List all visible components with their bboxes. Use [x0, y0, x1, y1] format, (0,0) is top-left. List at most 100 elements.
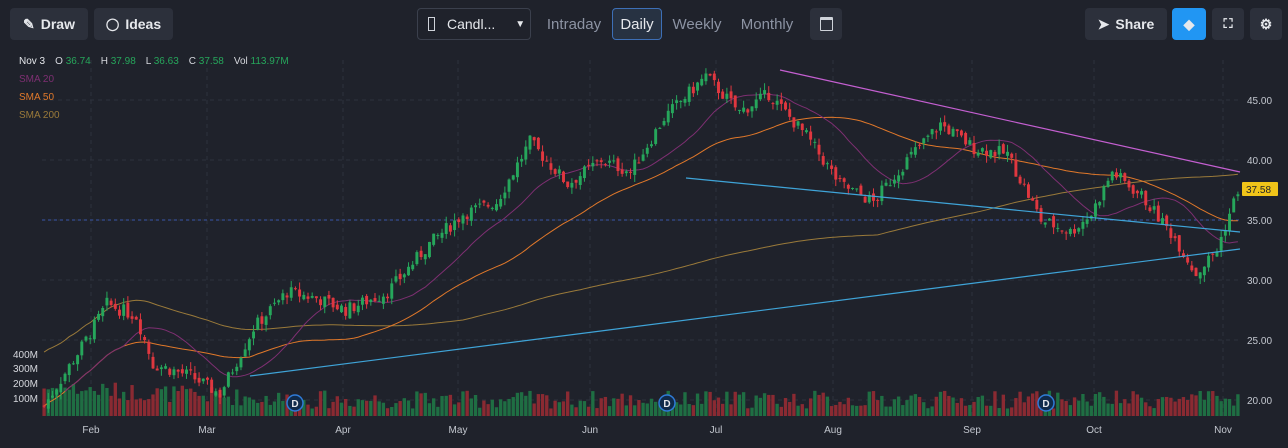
settings-button[interactable]: ⚙	[1250, 8, 1282, 40]
volume-bar	[448, 394, 453, 416]
candle	[101, 306, 105, 322]
volume-bar	[1232, 405, 1236, 416]
volume-bar	[792, 393, 796, 416]
candle	[985, 144, 989, 163]
volume-bar	[570, 404, 574, 416]
candle-body	[943, 122, 947, 127]
fullscreen-button[interactable]: ⛶	[1212, 8, 1244, 40]
candle-body	[273, 302, 276, 304]
volume-bar	[519, 392, 524, 416]
candle	[164, 363, 168, 370]
candle	[608, 155, 612, 168]
candle-body	[180, 369, 184, 374]
candle-body	[918, 144, 922, 146]
volume-bar	[1177, 398, 1181, 416]
share-icon: ➤	[1097, 15, 1110, 32]
volume-bar	[1102, 396, 1106, 416]
volume-bar	[1068, 405, 1073, 416]
volume-bar	[339, 402, 344, 416]
candle-body	[331, 297, 335, 308]
tab-weekly[interactable]: Weekly	[672, 15, 722, 33]
candle	[792, 117, 796, 132]
chart-type-select[interactable]: Candl... ▼	[417, 8, 531, 40]
volume-bar	[624, 405, 629, 416]
candle	[825, 161, 829, 170]
candle-body	[536, 137, 540, 150]
tab-monthly[interactable]: Monthly	[740, 15, 794, 33]
candle	[717, 78, 720, 100]
volume-bar	[402, 398, 407, 416]
candle-body	[1211, 253, 1215, 255]
stock-chart[interactable]: D D D 45.00 40.00 35.00 30.00 25.00 20.00 37.58 Fe…	[0, 48, 1288, 448]
candle	[750, 106, 754, 118]
calendar-button[interactable]	[810, 8, 842, 40]
candle-body	[608, 160, 612, 163]
candle-body	[469, 207, 473, 221]
candle	[595, 159, 599, 167]
candle	[231, 368, 235, 376]
volume-bar	[318, 391, 323, 416]
candle	[1006, 144, 1009, 162]
candle-body	[268, 306, 272, 316]
volume-bar	[415, 391, 419, 416]
volume-bar	[109, 395, 113, 416]
candle-body	[151, 356, 155, 369]
candle	[729, 85, 733, 104]
volume-bar	[679, 404, 683, 416]
volume-bar	[1093, 393, 1098, 416]
draw-button[interactable]: ✎ Draw	[10, 8, 88, 40]
candle-body	[164, 366, 168, 369]
candle-body	[968, 140, 972, 145]
volume-bar	[117, 398, 122, 416]
candle-body	[256, 317, 260, 330]
volume-bar	[540, 394, 545, 416]
candle-body	[386, 296, 390, 299]
candle-body	[1010, 153, 1014, 158]
volume-bar	[653, 401, 658, 416]
candle-body	[381, 296, 385, 304]
dividend-marker: D	[658, 394, 676, 412]
ideas-button[interactable]: ◯ Ideas	[94, 8, 173, 40]
candle	[788, 102, 792, 121]
volume-bar	[323, 390, 327, 416]
candle-body	[235, 366, 239, 372]
candle-body	[574, 180, 578, 183]
volume-bar	[113, 382, 117, 416]
volume-bar	[947, 395, 951, 416]
volume-bar	[1160, 397, 1165, 416]
candle	[796, 120, 800, 130]
x-tick-label: Apr	[335, 425, 351, 436]
volume-bar	[356, 399, 360, 416]
candle-body	[1215, 251, 1219, 257]
volume-bar	[63, 387, 67, 416]
candle-body	[570, 182, 574, 188]
premium-button[interactable]: ◆	[1172, 8, 1206, 40]
tab-intraday[interactable]: Intraday	[546, 15, 602, 33]
candle-body	[97, 313, 101, 320]
candle-body	[549, 163, 553, 170]
volume-bar	[578, 400, 582, 416]
volume-bar	[306, 404, 310, 416]
y-tick-label: 20.00	[1247, 396, 1272, 407]
candle-body	[721, 91, 725, 99]
candle-body	[863, 196, 867, 203]
high-label: H	[100, 56, 108, 67]
tab-daily[interactable]: Daily	[612, 8, 662, 40]
candle	[813, 138, 817, 149]
volume-bar	[549, 408, 553, 416]
volume-bar	[536, 394, 541, 416]
candle	[76, 354, 80, 371]
candle	[846, 183, 850, 195]
candle-body	[105, 297, 109, 306]
volume-bar	[394, 403, 398, 416]
candle	[134, 315, 138, 320]
volume-bar	[821, 392, 825, 416]
candle-body	[419, 250, 423, 258]
candle	[268, 304, 272, 320]
candle	[1135, 189, 1139, 199]
volume-bar	[268, 404, 272, 416]
volume-bar	[1018, 391, 1022, 416]
volume-bar	[1110, 403, 1114, 416]
share-button[interactable]: ➤ Share	[1085, 8, 1167, 40]
volume-bar	[716, 397, 721, 416]
